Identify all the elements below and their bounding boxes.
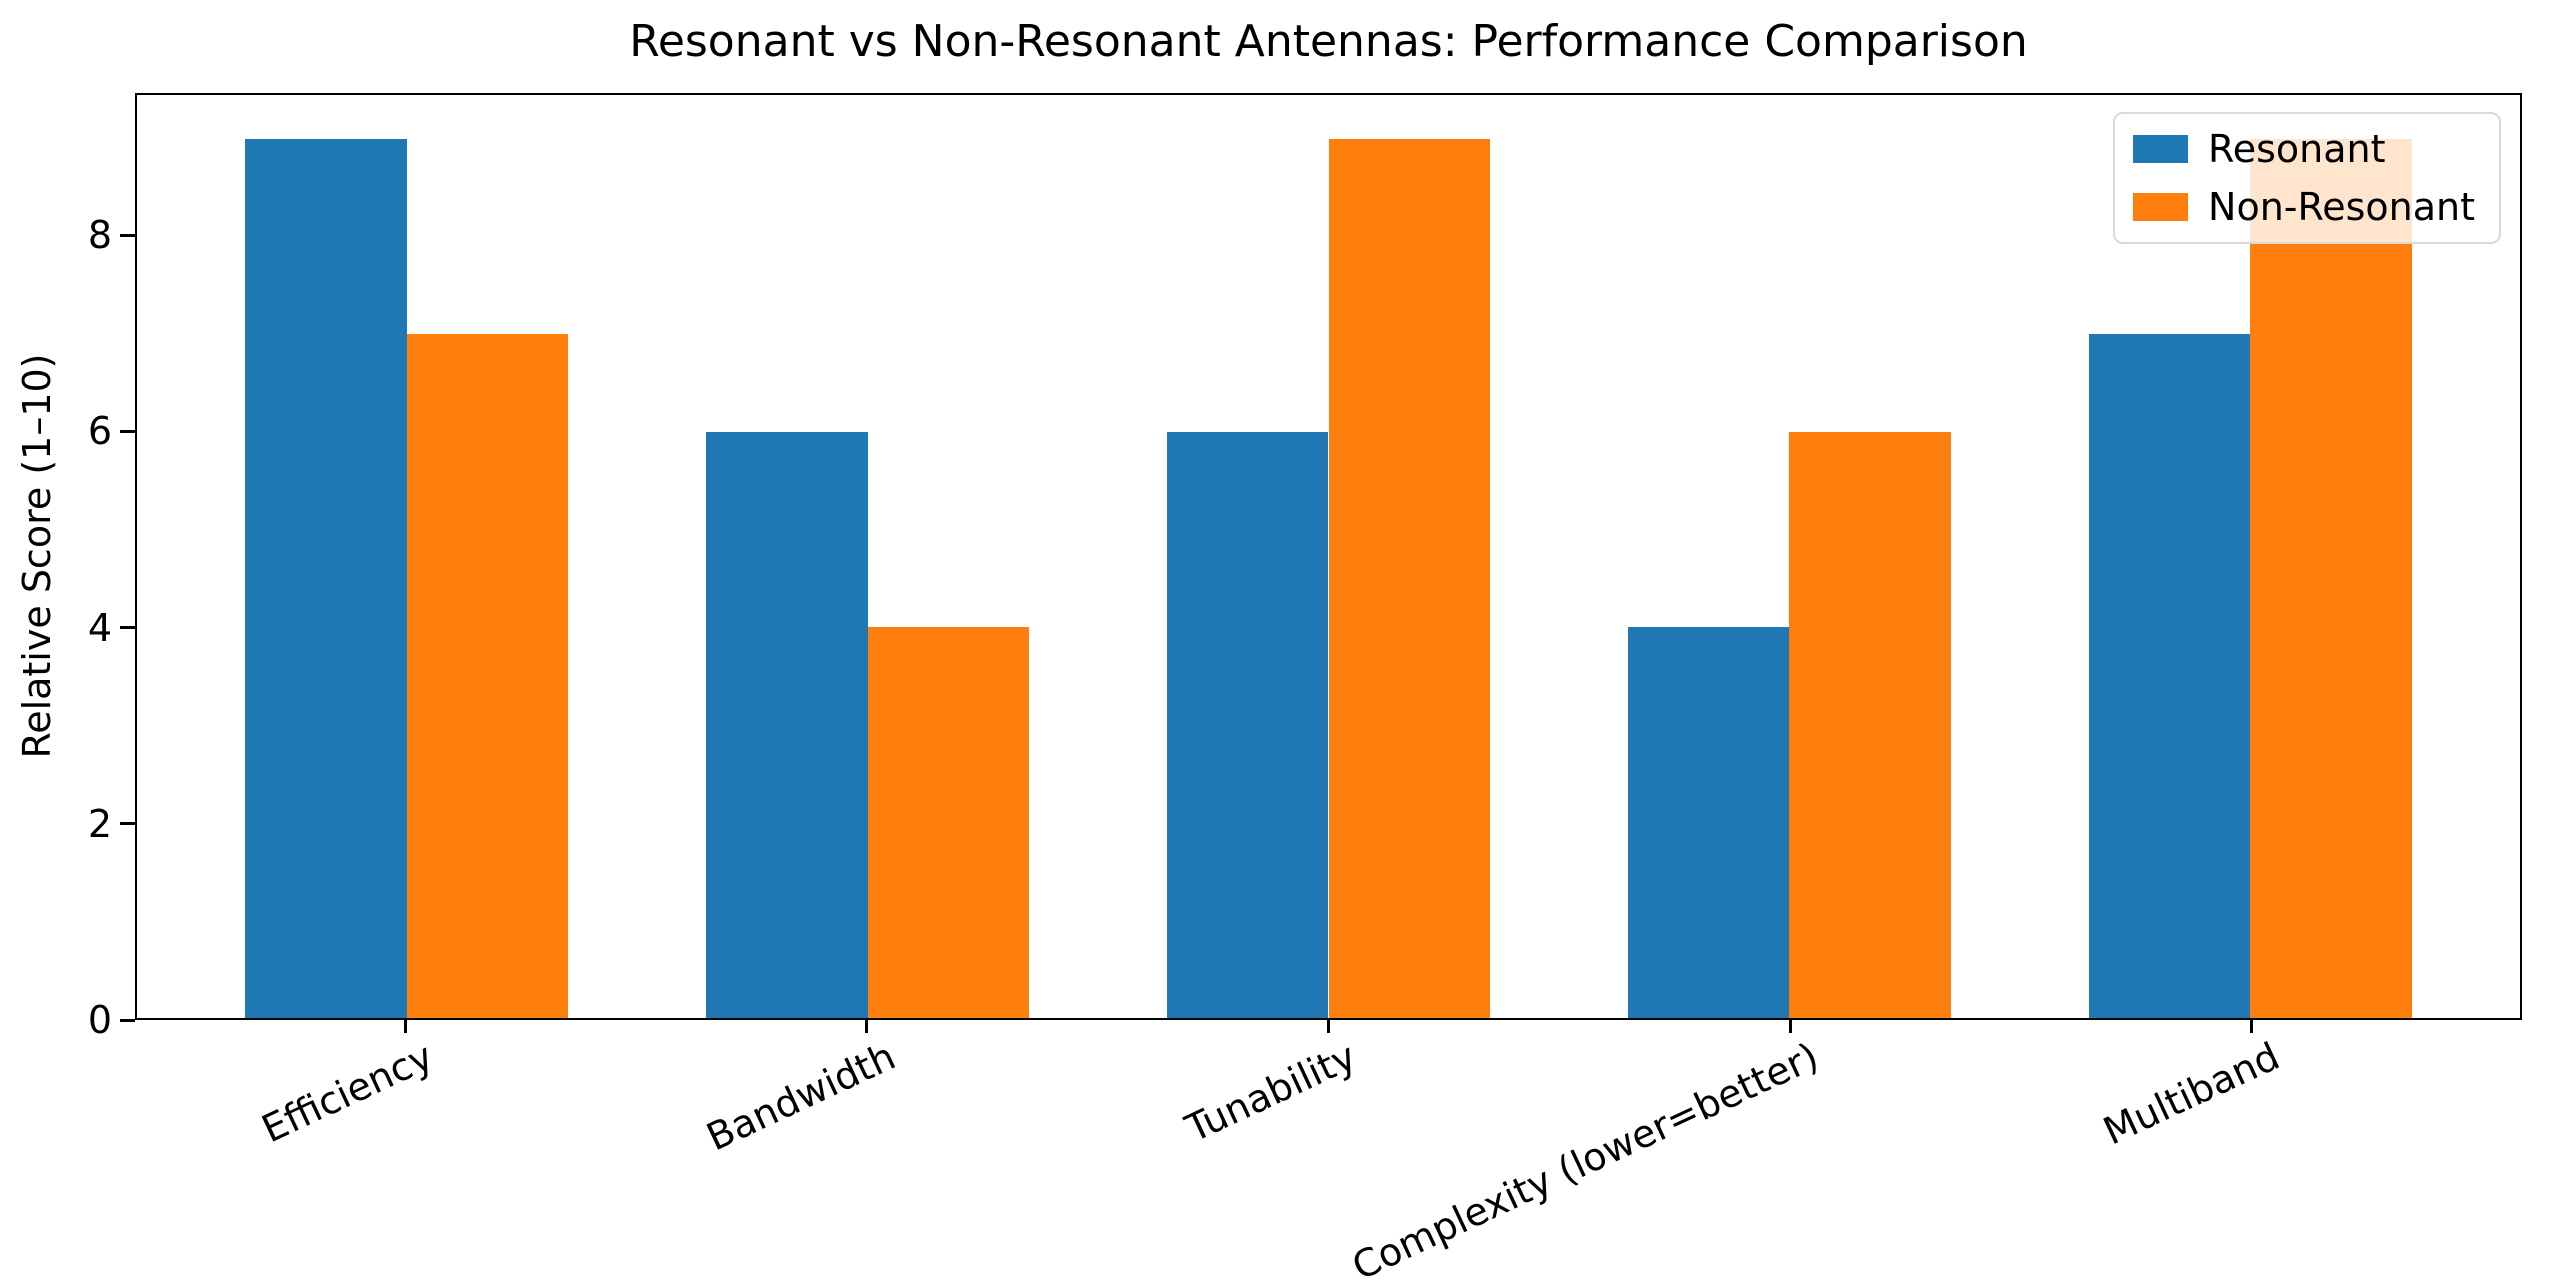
y-tick-label-0: 0 [87, 998, 112, 1042]
y-tick-label-8: 8 [87, 213, 112, 258]
y-tick-mark-8 [120, 233, 135, 237]
x-tick-label-multiband: Multiband [2097, 1034, 2287, 1154]
y-tick-label-4: 4 [87, 605, 112, 650]
bar-non-resonant-multiband [2250, 138, 2412, 1018]
chart-title: Resonant vs Non-Resonant Antennas: Perfo… [629, 16, 2028, 67]
bar-resonant-complexity-lower-better [1628, 627, 1790, 1018]
legend: Resonant Non-Resonant [2113, 112, 2501, 244]
bars-layer [137, 95, 2520, 1018]
y-tick-mark-2 [120, 822, 135, 826]
legend-label-resonant: Resonant [2208, 127, 2386, 171]
bar-resonant-bandwidth [706, 431, 868, 1018]
x-tick-label-bandwidth: Bandwidth [699, 1034, 902, 1160]
x-tick-mark-bandwidth [865, 1020, 869, 1033]
bar-resonant-efficiency [245, 138, 407, 1018]
y-tick-mark-0 [120, 1018, 135, 1022]
bar-non-resonant-efficiency [406, 334, 568, 1018]
bar-non-resonant-bandwidth [867, 627, 1029, 1018]
legend-swatch-non-resonant [2133, 193, 2189, 221]
legend-item-non-resonant: Non-Resonant [2133, 184, 2475, 230]
x-tick-label-complexity-lower-better: Complexity (lower=better) [1345, 1034, 1825, 1280]
legend-label-non-resonant: Non-Resonant [2208, 185, 2475, 229]
x-tick-label-tunability: Tunability [1179, 1034, 1364, 1151]
x-tick-mark-efficiency [403, 1020, 407, 1033]
plot-area: Resonant Non-Resonant [135, 93, 2522, 1020]
legend-item-resonant: Resonant [2133, 126, 2475, 172]
legend-swatch-resonant [2133, 135, 2189, 163]
x-tick-mark-multiband [2250, 1020, 2254, 1033]
y-tick-mark-6 [120, 429, 135, 433]
x-tick-label-efficiency: Efficiency [255, 1034, 440, 1152]
x-tick-mark-complexity-lower-better [1788, 1020, 1792, 1033]
y-tick-mark-4 [120, 626, 135, 630]
bar-resonant-tunability [1167, 431, 1329, 1018]
bar-resonant-multiband [2089, 334, 2251, 1018]
y-tick-label-2: 2 [87, 801, 112, 846]
bar-non-resonant-complexity-lower-better [1789, 431, 1951, 1018]
y-tick-label-6: 6 [87, 409, 112, 454]
x-tick-mark-tunability [1327, 1020, 1330, 1033]
bar-non-resonant-tunability [1328, 138, 1490, 1018]
